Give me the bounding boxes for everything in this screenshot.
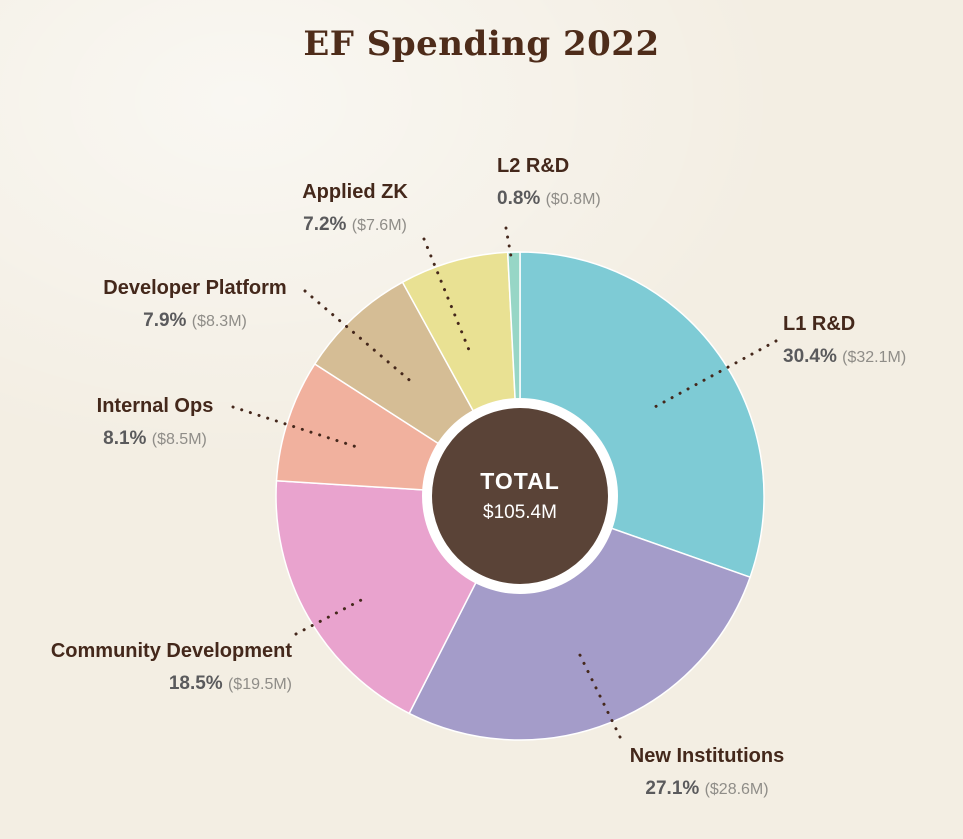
label-new-institutions-name: New Institutions [629,745,785,767]
label-internal-ops: Internal Ops 8.1% ($8.5M) [35,395,275,450]
label-l2-rd-percent: 0.8% [497,188,541,209]
total-label: TOTAL [480,468,560,494]
label-new-institutions-percent: 27.1% [645,778,700,799]
label-community-development-amount: ($19.5M) [227,676,292,693]
label-developer-platform-amount: ($8.3M) [191,313,247,330]
donut-center-disc [432,408,608,584]
label-community-development: Community Development 18.5% ($19.5M) [51,640,292,695]
label-l2-rd: L2 R&D 0.8% ($0.8M) [497,155,601,210]
leader-line-new-institutions [575,647,622,739]
leader-line-applied-zk [422,237,471,352]
label-community-development-name: Community Development [50,640,292,662]
total-value: $105.4M [483,502,557,523]
label-community-development-percent: 18.5% [168,673,223,694]
label-l1-rd-name: L1 R&D [783,313,856,335]
label-internal-ops-percent: 8.1% [103,428,147,449]
page-title: EF Spending 2022 [303,24,660,64]
label-applied-zk: Applied ZK 7.2% ($7.6M) [235,181,475,236]
label-l2-rd-name: L2 R&D [497,155,570,177]
label-internal-ops-name: Internal Ops [96,395,214,417]
label-developer-platform-name: Developer Platform [103,277,287,299]
label-l1-rd-amount: ($32.1M) [842,349,907,366]
label-l1-rd-percent: 30.4% [783,346,837,367]
leader-line-l2-r-d [504,226,514,264]
label-developer-platform: Developer Platform 7.9% ($8.3M) [75,277,315,332]
label-l1-rd: L1 R&D 30.4% ($32.1M) [783,313,906,368]
donut-center-text: TOTAL $105.4M [480,468,560,524]
label-new-institutions: New Institutions 27.1% ($28.6M) [587,745,827,800]
label-l2-rd-amount: ($0.8M) [545,191,601,208]
leader-lines [231,226,778,739]
label-applied-zk-amount: ($7.6M) [351,217,407,234]
label-new-institutions-amount: ($28.6M) [704,781,769,798]
leader-line-developer-platform [303,289,416,386]
label-applied-zk-name: Applied ZK [302,181,408,203]
label-developer-platform-percent: 7.9% [143,310,187,331]
label-applied-zk-percent: 7.2% [303,214,347,235]
label-internal-ops-amount: ($8.5M) [151,431,207,448]
